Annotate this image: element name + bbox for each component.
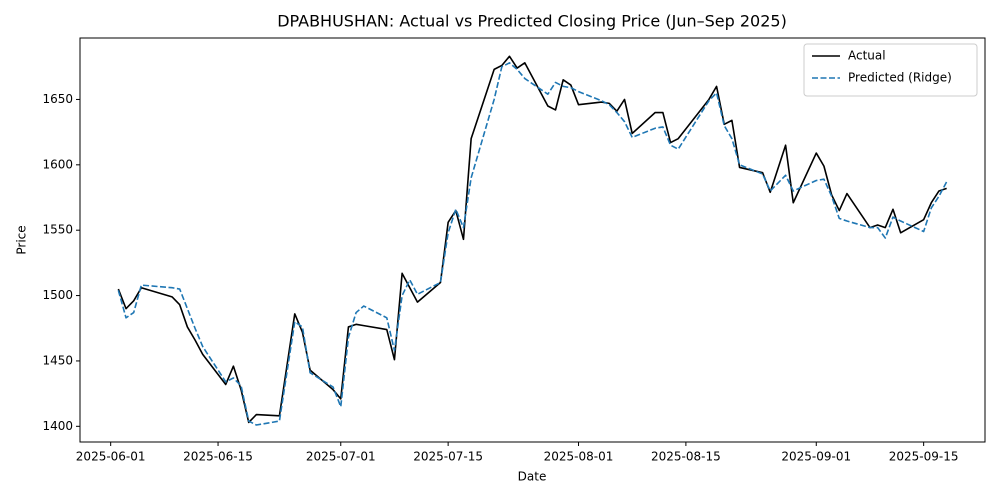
- legend-box: [803, 43, 978, 97]
- legend-label: Actual: [848, 49, 886, 63]
- y-tick-label: 1600: [42, 157, 73, 171]
- x-tick-label: 2025-06-15: [183, 450, 253, 464]
- line-series: [117, 55, 947, 424]
- x-axis-label: Date: [518, 470, 547, 484]
- y-tick-label: 1550: [42, 223, 73, 237]
- x-tick-label: 2025-08-01: [544, 450, 614, 464]
- x-tick-label: 2025-06-01: [76, 450, 146, 464]
- legend-label: Predicted (Ridge): [848, 71, 952, 85]
- y-axis-label: Price: [15, 225, 29, 254]
- x-tick-label: 2025-07-15: [413, 450, 483, 464]
- x-tick-label: 2025-09-01: [781, 450, 851, 464]
- chart-title: DPABHUSHAN: Actual vs Predicted Closing …: [277, 12, 787, 31]
- x-tick-label: 2025-09-15: [889, 450, 959, 464]
- line-series: [117, 62, 948, 426]
- x-tick-label: 2025-07-01: [306, 450, 376, 464]
- y-tick-label: 1450: [42, 353, 73, 367]
- plot-frame: [79, 37, 986, 443]
- y-tick-label: 1650: [42, 92, 73, 106]
- y-tick-label: 1400: [42, 419, 73, 433]
- x-tick-label: 2025-08-15: [651, 450, 721, 464]
- y-tick-label: 1500: [42, 288, 73, 302]
